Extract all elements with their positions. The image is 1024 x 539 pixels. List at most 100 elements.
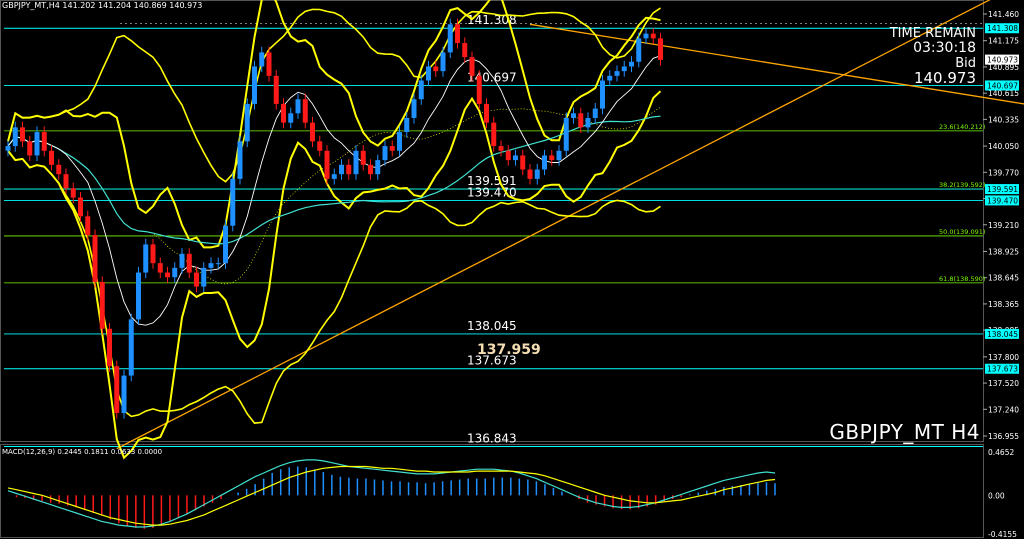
- candle-body: [658, 38, 663, 60]
- candle-body: [469, 57, 475, 76]
- bid-value: 140.973: [913, 69, 976, 87]
- candle: [411, 93, 417, 124]
- candle-body: [136, 272, 141, 320]
- candle: [27, 135, 33, 162]
- candle-body: [208, 263, 214, 268]
- fib-level-label: 38.2(139.592): [939, 181, 985, 189]
- candle-body: [404, 117, 410, 133]
- candle: [339, 159, 344, 180]
- candle-body: [223, 225, 228, 264]
- candle: [346, 159, 352, 180]
- candle: [433, 60, 439, 77]
- candle: [549, 149, 555, 166]
- price-tag-box: [985, 80, 1019, 91]
- candle: [404, 112, 410, 138]
- candle-body: [607, 75, 613, 81]
- candle: [172, 262, 178, 283]
- candle: [563, 112, 569, 157]
- horizontal-level-label: 139.591: [467, 174, 517, 188]
- candle: [230, 173, 236, 232]
- candle-body: [150, 244, 156, 264]
- candle: [360, 145, 366, 171]
- y-tick-label: 137.800: [988, 353, 1019, 362]
- price-tag-label: 137.673: [987, 365, 1018, 374]
- candle: [12, 121, 18, 152]
- candle: [165, 266, 170, 283]
- candle-body: [99, 281, 105, 329]
- candle: [85, 210, 91, 241]
- candle: [201, 262, 207, 293]
- price-tag-label: 140.697: [987, 81, 1018, 90]
- candle: [121, 369, 127, 419]
- candle: [592, 102, 598, 124]
- candle-body: [542, 155, 547, 170]
- price-tag-box: [985, 328, 1019, 339]
- candle: [128, 313, 134, 382]
- candle-body: [70, 188, 76, 198]
- y-tick-label: 137.240: [988, 405, 1019, 414]
- candle-body: [411, 99, 417, 118]
- candle: [281, 98, 286, 129]
- candle: [63, 168, 69, 194]
- candle-body: [549, 155, 555, 161]
- candle-body: [34, 132, 40, 156]
- price-tag-label: 139.470: [987, 196, 1018, 205]
- candle-body: [636, 38, 642, 62]
- price-tag-label: 139.591: [987, 185, 1018, 194]
- candle: [99, 276, 105, 335]
- macd-y-tick-label: 0.4652: [988, 448, 1014, 457]
- candle-body: [360, 150, 366, 165]
- candle-body: [179, 253, 185, 268]
- y-tick-label: 140.615: [988, 89, 1019, 98]
- candle: [157, 257, 163, 279]
- candle-body: [302, 99, 308, 123]
- time-remain-panel: TIME REMAIN 03:30:18 Bid 140.973: [890, 26, 976, 86]
- candle: [505, 145, 511, 166]
- candle-body: [353, 150, 359, 175]
- candle: [114, 360, 120, 419]
- candle-body: [121, 375, 127, 414]
- y-tick-label: 139.210: [988, 221, 1019, 230]
- candle-body: [527, 169, 533, 179]
- time-remain-label: TIME REMAIN: [889, 26, 976, 41]
- candle-body: [447, 24, 453, 53]
- candle-body: [476, 75, 482, 104]
- candle-body: [85, 216, 91, 236]
- price-tag-box: [985, 54, 1019, 65]
- horizontal-level-label: 136.843: [467, 431, 517, 445]
- candle-body: [92, 235, 98, 282]
- horizontal-level-label: 141.308: [467, 13, 517, 27]
- macd-panel-frame: [0, 444, 984, 538]
- fib-level-label: 61.8(138.590): [939, 275, 985, 283]
- candle-body: [505, 150, 511, 161]
- y-tick-label: 141.175: [988, 37, 1019, 46]
- candle: [643, 28, 649, 44]
- fib-level-label: 23.6(140.212): [939, 123, 985, 131]
- candle-body: [375, 160, 381, 175]
- candle-body: [165, 272, 170, 278]
- candle-body: [56, 164, 62, 175]
- candle: [310, 117, 315, 148]
- candle: [295, 93, 301, 119]
- candle-body: [5, 146, 11, 151]
- candle: [607, 70, 613, 87]
- price-tag-box: [985, 184, 1019, 195]
- y-tick-label: 138.925: [988, 247, 1019, 256]
- candle-body: [433, 66, 439, 72]
- candle-body: [368, 164, 373, 175]
- trend-line-down: [529, 23, 1024, 105]
- candle: [41, 126, 47, 157]
- fib-level-label: 50.0(139.091): [939, 228, 985, 236]
- price-tag-label: 141.308: [987, 24, 1018, 33]
- candle: [317, 135, 323, 157]
- candle: [375, 154, 381, 180]
- candle-body: [20, 127, 25, 142]
- candle-body: [41, 132, 47, 151]
- candle-body: [215, 263, 221, 265]
- candle-body: [491, 122, 497, 147]
- bid-label: Bid: [955, 56, 976, 71]
- main-panel-frame: [0, 0, 984, 442]
- candle: [34, 126, 40, 162]
- y-tick-label: 139.770: [988, 168, 1019, 177]
